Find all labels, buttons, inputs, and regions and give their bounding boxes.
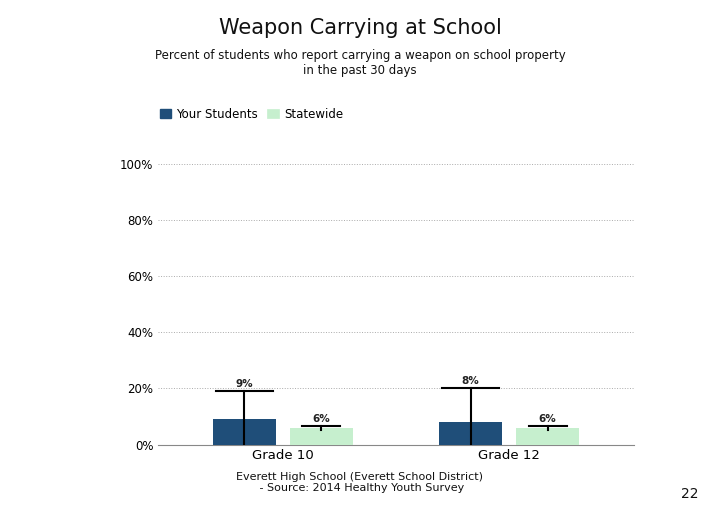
Text: 6%: 6% xyxy=(539,414,557,424)
Bar xyxy=(289,428,353,445)
Bar xyxy=(516,428,580,445)
Text: 8%: 8% xyxy=(462,376,480,386)
Text: Percent of students who report carrying a weapon on school property
in the past : Percent of students who report carrying … xyxy=(155,49,565,77)
Text: Everett High School (Everett School District)
 - Source: 2014 Healthy Youth Surv: Everett High School (Everett School Dist… xyxy=(236,472,484,493)
Text: 22: 22 xyxy=(681,487,698,501)
Text: 6%: 6% xyxy=(312,414,330,424)
Legend: Your Students, Statewide: Your Students, Statewide xyxy=(160,108,343,121)
Bar xyxy=(212,419,276,445)
Text: Weapon Carrying at School: Weapon Carrying at School xyxy=(219,18,501,38)
Text: 9%: 9% xyxy=(235,379,253,389)
Bar xyxy=(439,422,503,445)
